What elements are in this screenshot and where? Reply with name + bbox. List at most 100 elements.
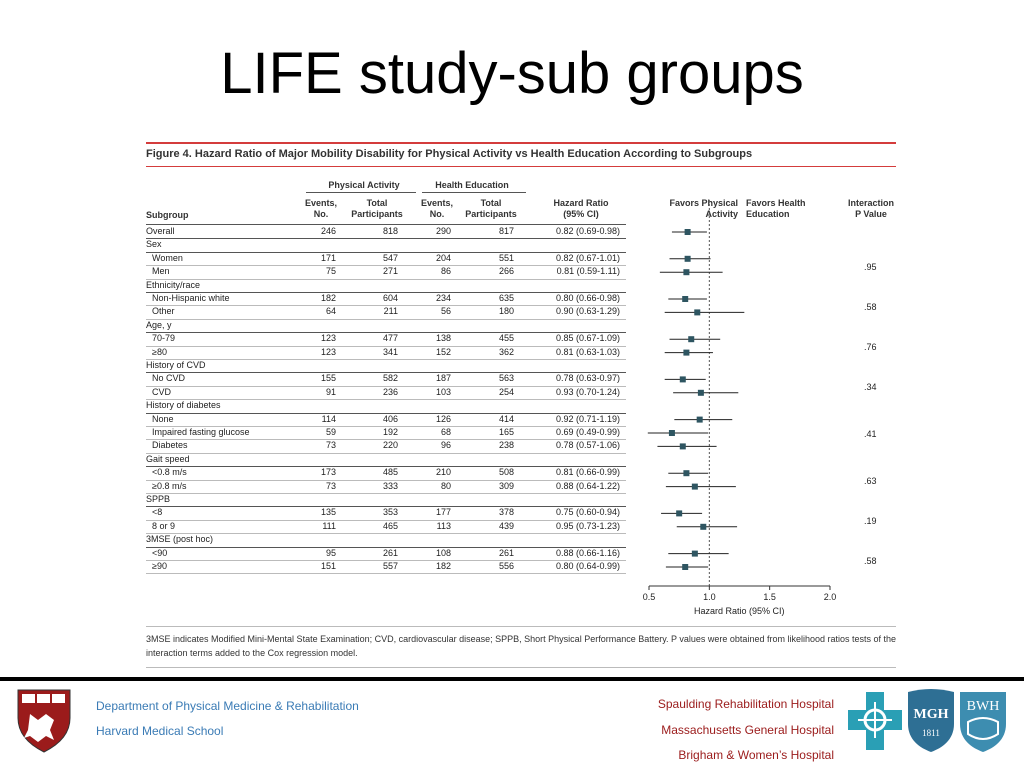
hr-point — [684, 255, 691, 262]
cell-he-total: 563 — [498, 373, 514, 384]
spaulding-cross-logo — [848, 692, 902, 750]
interaction-p-value: .41 — [864, 429, 877, 439]
cell-hr-text: 0.82 (0.67-1.01) — [555, 252, 620, 263]
cell-hr-text: 0.82 (0.69-0.98) — [555, 226, 620, 236]
svg-text:1811: 1811 — [922, 728, 940, 738]
footer-hospital-mgh: Massachusetts General Hospital — [661, 723, 834, 737]
cell-pa-events: 123 — [320, 333, 336, 344]
cell-pa-total: 333 — [382, 480, 398, 491]
subgroup-label: CVD — [152, 386, 172, 397]
subgroup-label: ≥80 — [152, 346, 167, 357]
row-divider — [146, 573, 626, 575]
row-divider — [146, 372, 626, 374]
col-header-favors-health-education: Favors Health Education — [746, 198, 806, 219]
hr-point — [682, 564, 689, 570]
row-divider — [146, 399, 626, 401]
figure-title: Figure 4. Hazard Ratio of Major Mobility… — [146, 148, 753, 160]
cell-hr-text: 0.81 (0.59-1.11) — [556, 266, 620, 277]
slide-title: LIFE study-sub groups — [220, 41, 804, 106]
interaction-p-value: .76 — [864, 341, 877, 352]
hr-point — [696, 416, 703, 423]
cell-hr-text: 0.81 (0.63-1.03) — [555, 346, 620, 357]
cell-he-events: 177 — [435, 507, 451, 518]
hr-point — [682, 296, 689, 302]
cell-he-events: 138 — [435, 333, 451, 344]
cell-pa-events: 114 — [321, 413, 336, 424]
x-tick-label: 1.5 — [763, 592, 776, 602]
cell-pa-events: 73 — [325, 480, 336, 491]
subgroup-header: History of diabetes — [146, 400, 221, 411]
cell-pa-events: 111 — [322, 520, 336, 531]
cell-he-total: 556 — [498, 561, 514, 571]
subgroup-label: Diabetes — [152, 440, 188, 451]
cell-he-total: 165 — [498, 427, 514, 437]
cell-pa-events: 182 — [320, 293, 336, 303]
cell-he-total: 635 — [498, 293, 514, 303]
cell-pa-events: 59 — [325, 427, 336, 437]
subgroup-label: None — [152, 413, 174, 424]
row-divider — [146, 560, 626, 561]
cell-he-total: 508 — [498, 467, 514, 478]
row-divider — [146, 452, 626, 454]
cell-hr-text: 0.80 (0.64-0.99) — [555, 561, 620, 571]
footer-hospital-bwh: Brigham & Women’s Hospital — [678, 748, 834, 762]
cell-pa-total: 406 — [382, 413, 398, 424]
cell-he-events: 80 — [440, 480, 451, 491]
row-divider — [146, 533, 626, 535]
cell-pa-total: 557 — [382, 561, 398, 571]
x-tick-label: 0.5 — [643, 592, 656, 602]
subgroup-header: SPPB — [146, 494, 171, 504]
subgroup-label: Other — [152, 306, 175, 317]
cell-pa-total: 818 — [382, 226, 398, 236]
x-axis-label: Hazard Ratio (95% CI) — [694, 606, 785, 616]
subgroup-label: Women — [152, 252, 183, 263]
cell-pa-events: 91 — [325, 386, 336, 397]
cell-he-events: 108 — [435, 547, 451, 558]
row-divider — [146, 519, 626, 521]
cell-pa-events: 173 — [320, 467, 336, 478]
cell-he-events: 234 — [435, 293, 451, 303]
subgroup-label: <0.8 m/s — [152, 467, 187, 478]
header-bottom-rule — [146, 224, 626, 225]
row-divider — [146, 251, 626, 253]
cell-hr-text: 0.78 (0.57-1.06) — [555, 440, 620, 451]
cell-hr-text: 0.69 (0.49-0.99) — [555, 427, 620, 437]
group-header-health-education: Health Education — [435, 180, 509, 190]
col-header-pa-total: Total Participants — [351, 198, 403, 219]
cell-pa-events: 123 — [320, 346, 336, 357]
group-underline-pa — [306, 192, 416, 193]
cell-pa-total: 485 — [382, 467, 398, 478]
row-divider — [146, 332, 626, 334]
cell-hr-text: 0.90 (0.63-1.29) — [555, 306, 620, 317]
cell-pa-total: 192 — [382, 427, 398, 437]
group-header-physical-activity: Physical Activity — [328, 180, 400, 190]
hr-point — [691, 550, 698, 557]
svg-text:MGH: MGH — [914, 707, 949, 722]
footnote-rule — [146, 626, 896, 627]
hr-point — [700, 523, 707, 530]
cell-he-events: 96 — [440, 440, 451, 451]
subgroup-header: Age, y — [146, 319, 172, 330]
cell-pa-total: 261 — [382, 547, 398, 558]
interaction-p-value: .58 — [864, 556, 877, 567]
cell-hr-text: 0.92 (0.71-1.19) — [555, 413, 620, 424]
hr-point — [668, 430, 675, 436]
cell-pa-total: 353 — [382, 507, 398, 518]
footer-department: Department of Physical Medicine & Rehabi… — [96, 699, 359, 713]
subgroup-label: Overall — [146, 226, 175, 236]
row-divider — [146, 345, 626, 347]
subgroup-label: No CVD — [152, 373, 186, 384]
hr-point — [679, 443, 686, 450]
cell-pa-events: 75 — [325, 266, 336, 277]
forest-plot-figure: Figure 4. Hazard Ratio of Major Mobility… — [146, 140, 896, 670]
cell-he-total: 180 — [498, 306, 514, 317]
hr-point — [694, 309, 701, 316]
cell-he-total: 817 — [498, 226, 514, 236]
cell-pa-events: 64 — [325, 306, 336, 317]
cell-pa-total: 547 — [382, 252, 398, 263]
cell-pa-events: 151 — [320, 561, 336, 571]
hr-point — [684, 229, 691, 235]
footnote-bottom-rule — [146, 667, 896, 668]
cell-he-events: 103 — [435, 386, 451, 397]
row-divider — [146, 318, 626, 320]
